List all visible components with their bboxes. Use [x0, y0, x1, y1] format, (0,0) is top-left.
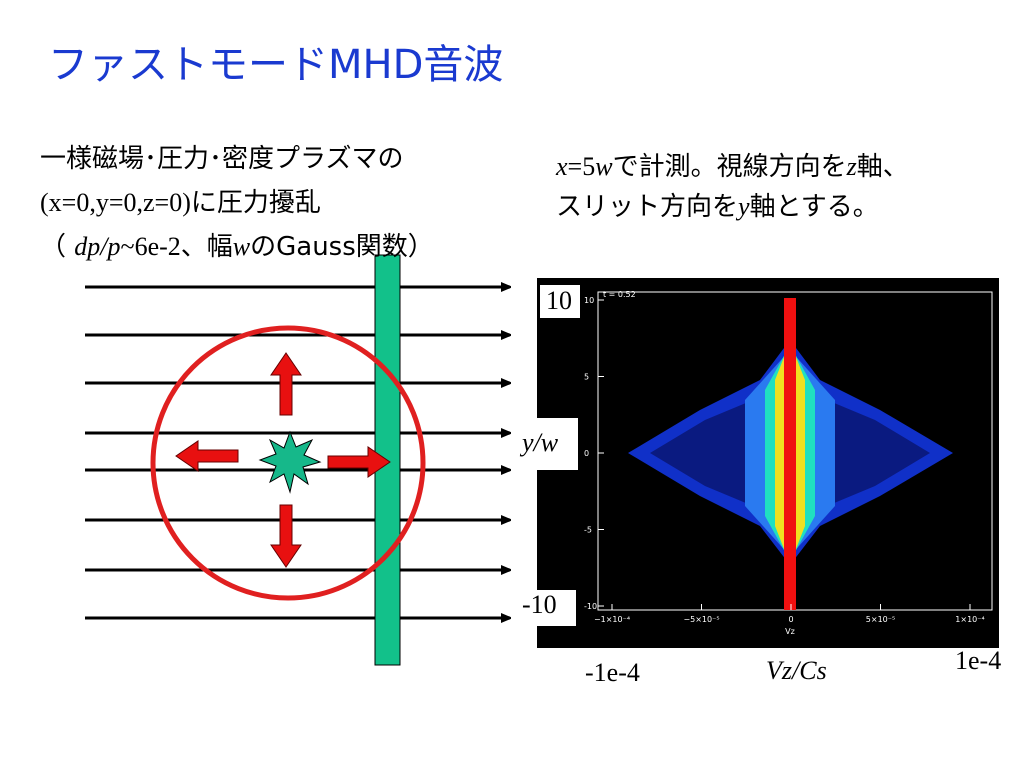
text-run: y [738, 192, 750, 221]
inner-ytick: 5 [584, 373, 589, 382]
y-min-label: -10 [522, 590, 557, 619]
text-line: 一様磁場･圧力･密度プラズマの [40, 138, 403, 175]
text-run: w [232, 232, 251, 261]
text-run: 一様磁場･圧力･密度プラズマの [40, 144, 404, 174]
text-run: スリット方向を [556, 192, 739, 222]
text-run: に圧力擾乱 [190, 188, 321, 218]
inner-xlabel: Vz [785, 627, 795, 636]
text-line: x=5wで計測。視線方向をz軸、 [556, 146, 909, 183]
text-run: w [595, 152, 613, 181]
x-max-label: 1e-4 [955, 646, 1002, 675]
text-run: のGauss関数） [250, 232, 434, 262]
text-line: スリット方向をy軸とする。 [556, 186, 879, 223]
inner-xtick: 0 [788, 615, 793, 624]
inner-xtick: −1×10⁻⁴ [594, 615, 630, 624]
text-run: 軸とする。 [749, 192, 879, 222]
arrows [175, 352, 391, 568]
inner-title: t = 0.52 [603, 290, 636, 299]
inner-xtick: 1×10⁻⁴ [955, 615, 984, 624]
x-min-label: -1e-4 [585, 658, 640, 687]
inner-xtick: 5×10⁻⁵ [866, 615, 895, 624]
inner-xtick: −5×10⁻⁵ [683, 615, 719, 624]
y-axis-label: y/w [522, 428, 559, 457]
text-run: dp/p [74, 232, 121, 261]
text-run: ~6e-2、幅 [120, 232, 233, 261]
disturbance [258, 430, 322, 494]
text-run: =5 [567, 152, 596, 181]
x-axis-label: Vz/Cs [766, 656, 827, 685]
inner-ytick: 0 [584, 449, 589, 458]
inner-ytick: -5 [584, 526, 592, 535]
text-run: (x=0,y=0,z=0) [40, 188, 191, 217]
inner-ytick: -10 [584, 602, 597, 611]
text-line: （ dp/p~6e-2、幅wのGauss関数） [40, 226, 434, 263]
text-run: （ [40, 232, 75, 262]
text-run: x [556, 152, 568, 181]
text-run: 軸、 [856, 152, 909, 182]
text-line: (x=0,y=0,z=0)に圧力擾乱 [40, 182, 321, 219]
contour [628, 298, 953, 610]
slide-title: ファストモードMHD音波 [48, 42, 504, 88]
wave-front [150, 325, 426, 601]
text-run: で計測。視線方向を [612, 152, 847, 182]
inner-ytick: 10 [584, 296, 594, 305]
text-run: z [846, 152, 857, 181]
y-max-label: 10 [546, 286, 572, 315]
inner-axes: t = 0.52 10 5 0 -5 -10 −1×10⁻⁴ −5×10⁻⁵ 0 5×10⁻⁵ 1×… [584, 290, 985, 636]
